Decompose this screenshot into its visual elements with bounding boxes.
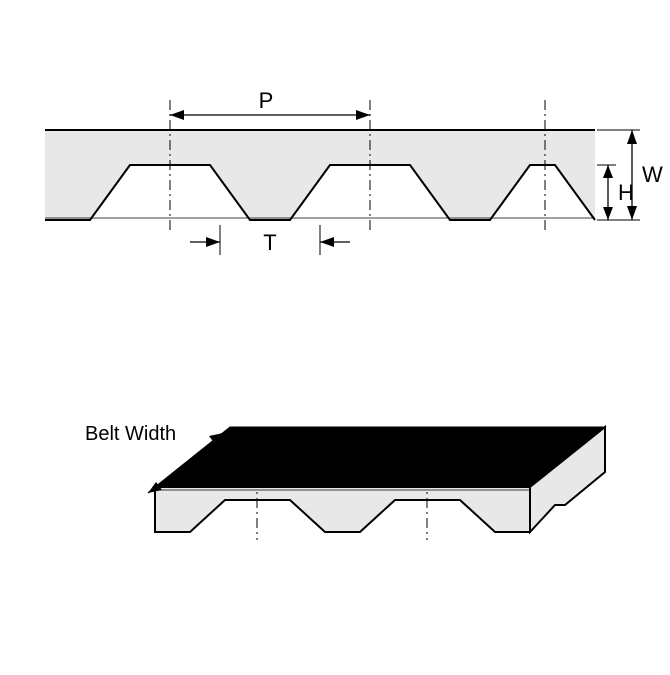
iso-front-face [155, 487, 530, 532]
label-p: P [259, 88, 274, 113]
dimension-w: W [627, 130, 663, 220]
dimension-t: T [190, 225, 350, 255]
label-w: W [642, 162, 663, 187]
bottom-iso-group: Belt Width [85, 423, 605, 540]
top-profile-group: P T H W [45, 88, 663, 255]
label-belt-width: Belt Width [85, 423, 176, 445]
dimension-p: P [170, 88, 370, 120]
belt-profile-shape [45, 130, 595, 220]
diagram-container: P T H W [0, 0, 670, 670]
label-t: T [263, 230, 276, 255]
belt-diagram-svg: P T H W [0, 0, 670, 670]
iso-top-surface [155, 427, 605, 487]
